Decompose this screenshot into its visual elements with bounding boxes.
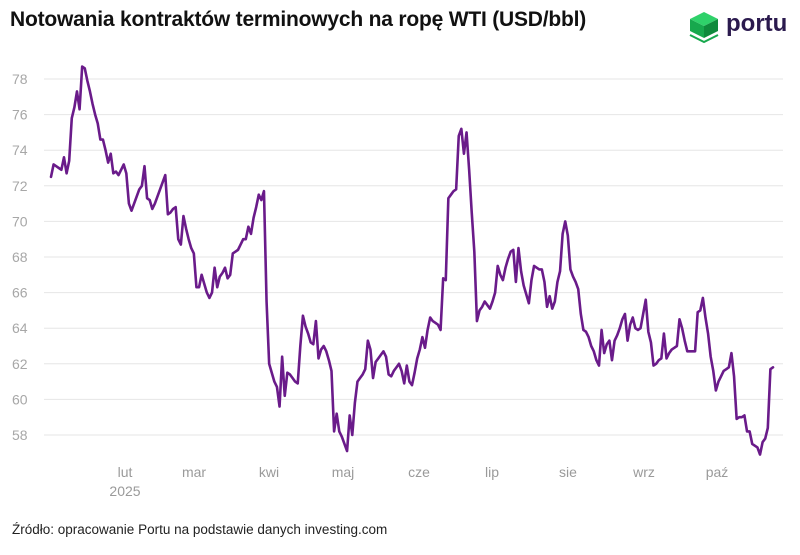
- x-tick-label-paź: paź: [706, 464, 729, 480]
- y-axis-ticks: 58 60 62 64 66 68 70 72 74 76 78: [12, 71, 28, 443]
- x-year-label: 2025: [109, 483, 140, 499]
- y-tick-label: 68: [12, 249, 28, 265]
- series-line-wti: [49, 65, 775, 456]
- cube-logo-icon: [689, 12, 719, 44]
- x-tick-label-sie: sie: [559, 464, 577, 480]
- y-tick-label: 72: [12, 178, 28, 194]
- x-tick-label-maj: maj: [332, 464, 355, 480]
- x-tick-label-kwi: kwi: [259, 464, 279, 480]
- y-tick-label: 70: [12, 213, 28, 229]
- x-tick-label-lip: lip: [485, 464, 499, 480]
- x-tick-label-mar: mar: [182, 464, 206, 480]
- y-tick-label: 62: [12, 356, 28, 372]
- x-tick-label-lut: lut: [118, 464, 133, 480]
- y-tick-label: 78: [12, 71, 28, 87]
- y-tick-label: 66: [12, 285, 28, 301]
- y-tick-label: 64: [12, 320, 28, 336]
- portu-logo: portu: [686, 8, 796, 44]
- x-axis-ticks: lut mar kwi maj cze lip sie wrz paź 2025: [109, 464, 728, 499]
- brand-name: portu: [726, 10, 788, 37]
- line-chart: 58 60 62 64 66 68 70 72 74 76 78 lut mar kwi maj cze li…: [12, 65, 783, 499]
- y-tick-label: 60: [12, 391, 28, 407]
- source-note: Źródło: opracowanie Portu na podstawie d…: [12, 522, 388, 537]
- y-tick-label: 76: [12, 107, 28, 123]
- x-tick-label-cze: cze: [408, 464, 430, 480]
- y-tick-label: 58: [12, 427, 28, 443]
- x-tick-label-wrz: wrz: [632, 464, 655, 480]
- y-tick-label: 74: [12, 142, 28, 158]
- chart-title: Notowania kontraktów terminowych na ropę…: [10, 8, 587, 31]
